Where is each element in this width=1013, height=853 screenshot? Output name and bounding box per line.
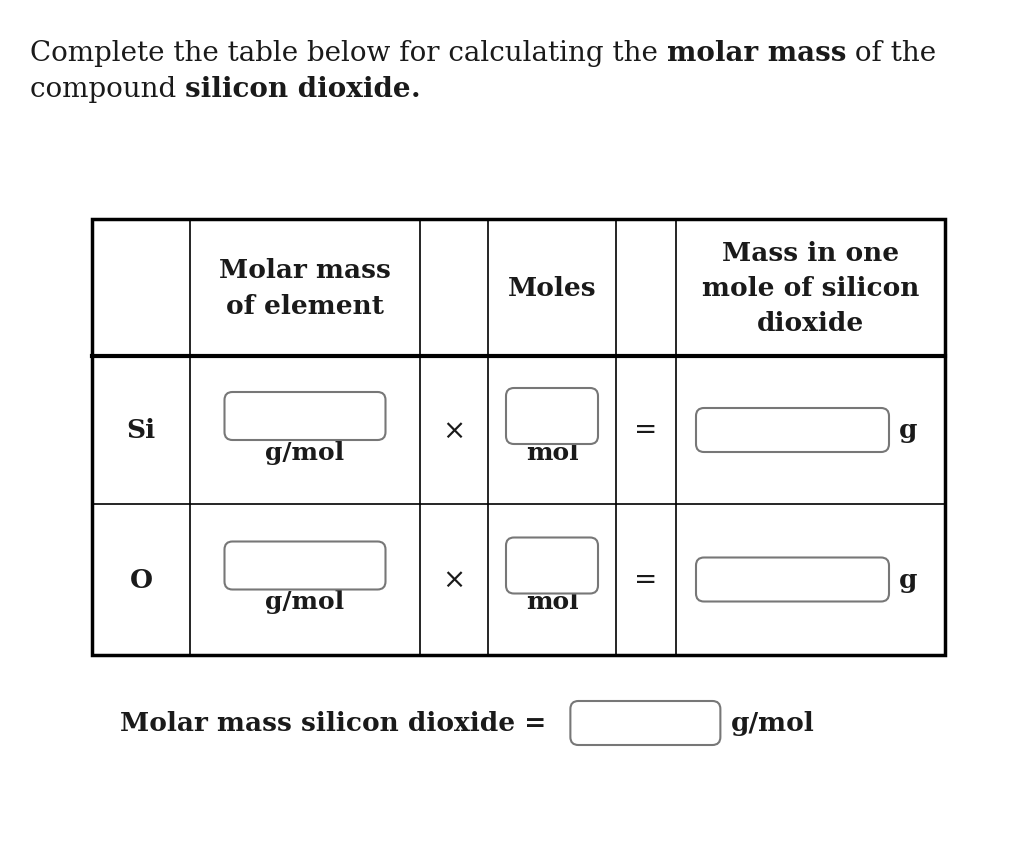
- Text: O: O: [130, 567, 153, 592]
- Text: Molar mass silicon dioxide =: Molar mass silicon dioxide =: [120, 711, 555, 735]
- Text: Mass in one
mole of silicon
dioxide: Mass in one mole of silicon dioxide: [702, 241, 919, 335]
- Text: compound: compound: [30, 76, 185, 103]
- Text: g: g: [899, 567, 918, 592]
- FancyBboxPatch shape: [225, 392, 386, 440]
- FancyBboxPatch shape: [696, 409, 889, 452]
- Text: Molar mass
of element: Molar mass of element: [219, 258, 391, 318]
- Text: ×: ×: [443, 417, 466, 444]
- Text: Si: Si: [127, 418, 156, 443]
- FancyBboxPatch shape: [696, 558, 889, 602]
- Text: mol: mol: [526, 589, 578, 614]
- Text: g/mol: g/mol: [265, 589, 344, 614]
- FancyBboxPatch shape: [506, 389, 598, 444]
- FancyBboxPatch shape: [225, 542, 386, 589]
- Text: =: =: [634, 417, 657, 444]
- Text: =: =: [634, 566, 657, 594]
- Text: mol: mol: [526, 440, 578, 464]
- Text: molar mass: molar mass: [667, 40, 846, 67]
- Text: g: g: [899, 418, 918, 443]
- Text: g/mol: g/mol: [265, 440, 344, 464]
- Text: Moles: Moles: [508, 276, 597, 300]
- Bar: [92, 220, 945, 655]
- Text: .: .: [410, 76, 420, 103]
- Text: g/mol: g/mol: [730, 711, 814, 735]
- Text: ×: ×: [443, 566, 466, 594]
- Text: of the: of the: [846, 40, 936, 67]
- FancyBboxPatch shape: [570, 701, 720, 746]
- FancyBboxPatch shape: [506, 538, 598, 594]
- Text: silicon dioxide: silicon dioxide: [185, 76, 410, 103]
- Text: Complete the table below for calculating the: Complete the table below for calculating…: [30, 40, 667, 67]
